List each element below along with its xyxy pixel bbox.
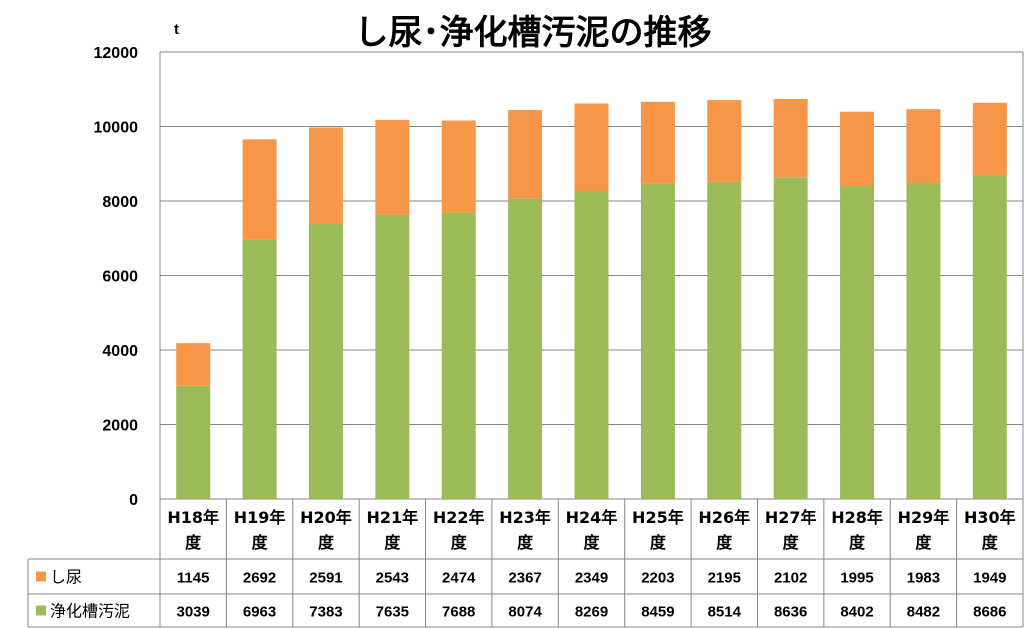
bar-nightsoil	[840, 111, 875, 187]
x-tick-label: H23年	[499, 508, 551, 527]
bar-sludge	[242, 239, 277, 500]
y-tick-label: 0	[129, 492, 138, 509]
x-tick-label: 度	[783, 533, 800, 552]
x-tick-label: 度	[252, 533, 269, 552]
data-label: 2367	[508, 570, 541, 587]
x-tick-label: 度	[915, 533, 932, 552]
data-label: 3039	[177, 604, 210, 621]
bar-sludge	[375, 214, 410, 499]
bar-nightsoil	[375, 119, 410, 215]
bar-sludge	[906, 183, 941, 499]
legend-key	[36, 571, 46, 582]
bar-nightsoil	[441, 120, 476, 213]
x-tick-label: 度	[451, 533, 468, 552]
data-label: 8074	[508, 604, 542, 621]
x-tick-label: H26年	[698, 508, 750, 527]
data-label: 2591	[309, 570, 342, 587]
bar-nightsoil	[176, 343, 211, 386]
bar-sludge	[176, 385, 211, 499]
y-tick-label: 10000	[94, 120, 139, 137]
data-label: 8459	[641, 604, 674, 621]
data-label: 7688	[442, 604, 475, 621]
x-tick-label: H27年	[765, 508, 817, 527]
data-label: 7383	[309, 604, 342, 621]
chart-title: し尿･浄化槽汚泥の推移	[355, 13, 712, 53]
data-label: 8636	[774, 604, 807, 621]
bar-nightsoil	[242, 139, 277, 240]
x-tick-label: 度	[384, 533, 401, 552]
data-label: 8514	[708, 604, 742, 621]
data-label: 8482	[907, 604, 940, 621]
x-tick-label: H18年	[167, 508, 219, 527]
data-label: 7635	[376, 604, 409, 621]
x-tick-label: H19年	[234, 508, 286, 527]
x-tick-label: 度	[716, 533, 733, 552]
y-axis-tick-labels: 0 2000 4000 6000 8000 10000 12000	[94, 45, 139, 509]
bar-sludge	[640, 183, 675, 499]
bar-nightsoil	[773, 99, 808, 178]
y-tick-label: 8000	[102, 194, 138, 211]
data-label: 2102	[774, 570, 807, 587]
bar-nightsoil	[906, 109, 941, 184]
x-tick-label: 度	[517, 533, 534, 552]
data-label: 1949	[973, 570, 1006, 587]
data-label: 8269	[575, 604, 608, 621]
legend-label: し尿	[50, 568, 82, 587]
x-tick-label: 度	[650, 533, 667, 552]
y-tick-label: 2000	[102, 418, 138, 435]
bar-nightsoil	[308, 127, 343, 224]
bar-sludge	[574, 190, 609, 500]
x-tick-label: 度	[982, 533, 999, 552]
bar-sludge	[441, 212, 476, 499]
legend-key	[36, 605, 46, 616]
bar-sludge	[707, 181, 742, 499]
bar-sludge	[840, 186, 875, 499]
data-label: 2543	[376, 570, 409, 587]
data-label: 1145	[177, 570, 210, 587]
y-tick-label: 4000	[102, 343, 138, 360]
x-tick-label: 度	[583, 533, 600, 552]
x-tick-label: H24年	[566, 508, 618, 527]
bar-nightsoil	[707, 100, 742, 182]
data-label: 1983	[907, 570, 940, 587]
x-tick-label: H25年	[632, 508, 684, 527]
bar-sludge	[773, 177, 808, 499]
data-label: 2349	[575, 570, 608, 587]
x-tick-label: H21年	[367, 508, 419, 527]
y-tick-label: 12000	[94, 45, 139, 62]
y-tick-label: 6000	[102, 269, 138, 286]
data-label: 6963	[243, 604, 276, 621]
x-tick-label: H22年	[433, 508, 485, 527]
x-tick-label: H28年	[831, 508, 883, 527]
bar-sludge	[972, 175, 1007, 499]
x-tick-label: 度	[318, 533, 335, 552]
bar-nightsoil	[640, 101, 675, 184]
bar-stacks	[176, 99, 1007, 500]
x-tick-label: H29年	[898, 508, 950, 527]
bar-sludge	[508, 198, 543, 499]
data-label: 2692	[243, 570, 276, 587]
data-label: 2474	[442, 570, 476, 587]
data-label: 8402	[840, 604, 873, 621]
legend-label: 浄化槽汚泥	[50, 602, 130, 621]
data-label: 8686	[973, 604, 1006, 621]
y-axis-unit: t	[174, 21, 179, 38]
x-tick-label: H20年	[300, 508, 352, 527]
bar-nightsoil	[508, 110, 543, 199]
bar-nightsoil	[972, 102, 1007, 176]
data-label: 2195	[708, 570, 741, 587]
data-label: 1995	[840, 570, 873, 587]
bar-nightsoil	[574, 103, 609, 191]
x-tick-label: 度	[849, 533, 866, 552]
x-tick-label: H30年	[964, 508, 1016, 527]
x-tick-label: 度	[185, 533, 202, 552]
bar-sludge	[308, 223, 343, 499]
data-label: 2203	[641, 570, 674, 587]
